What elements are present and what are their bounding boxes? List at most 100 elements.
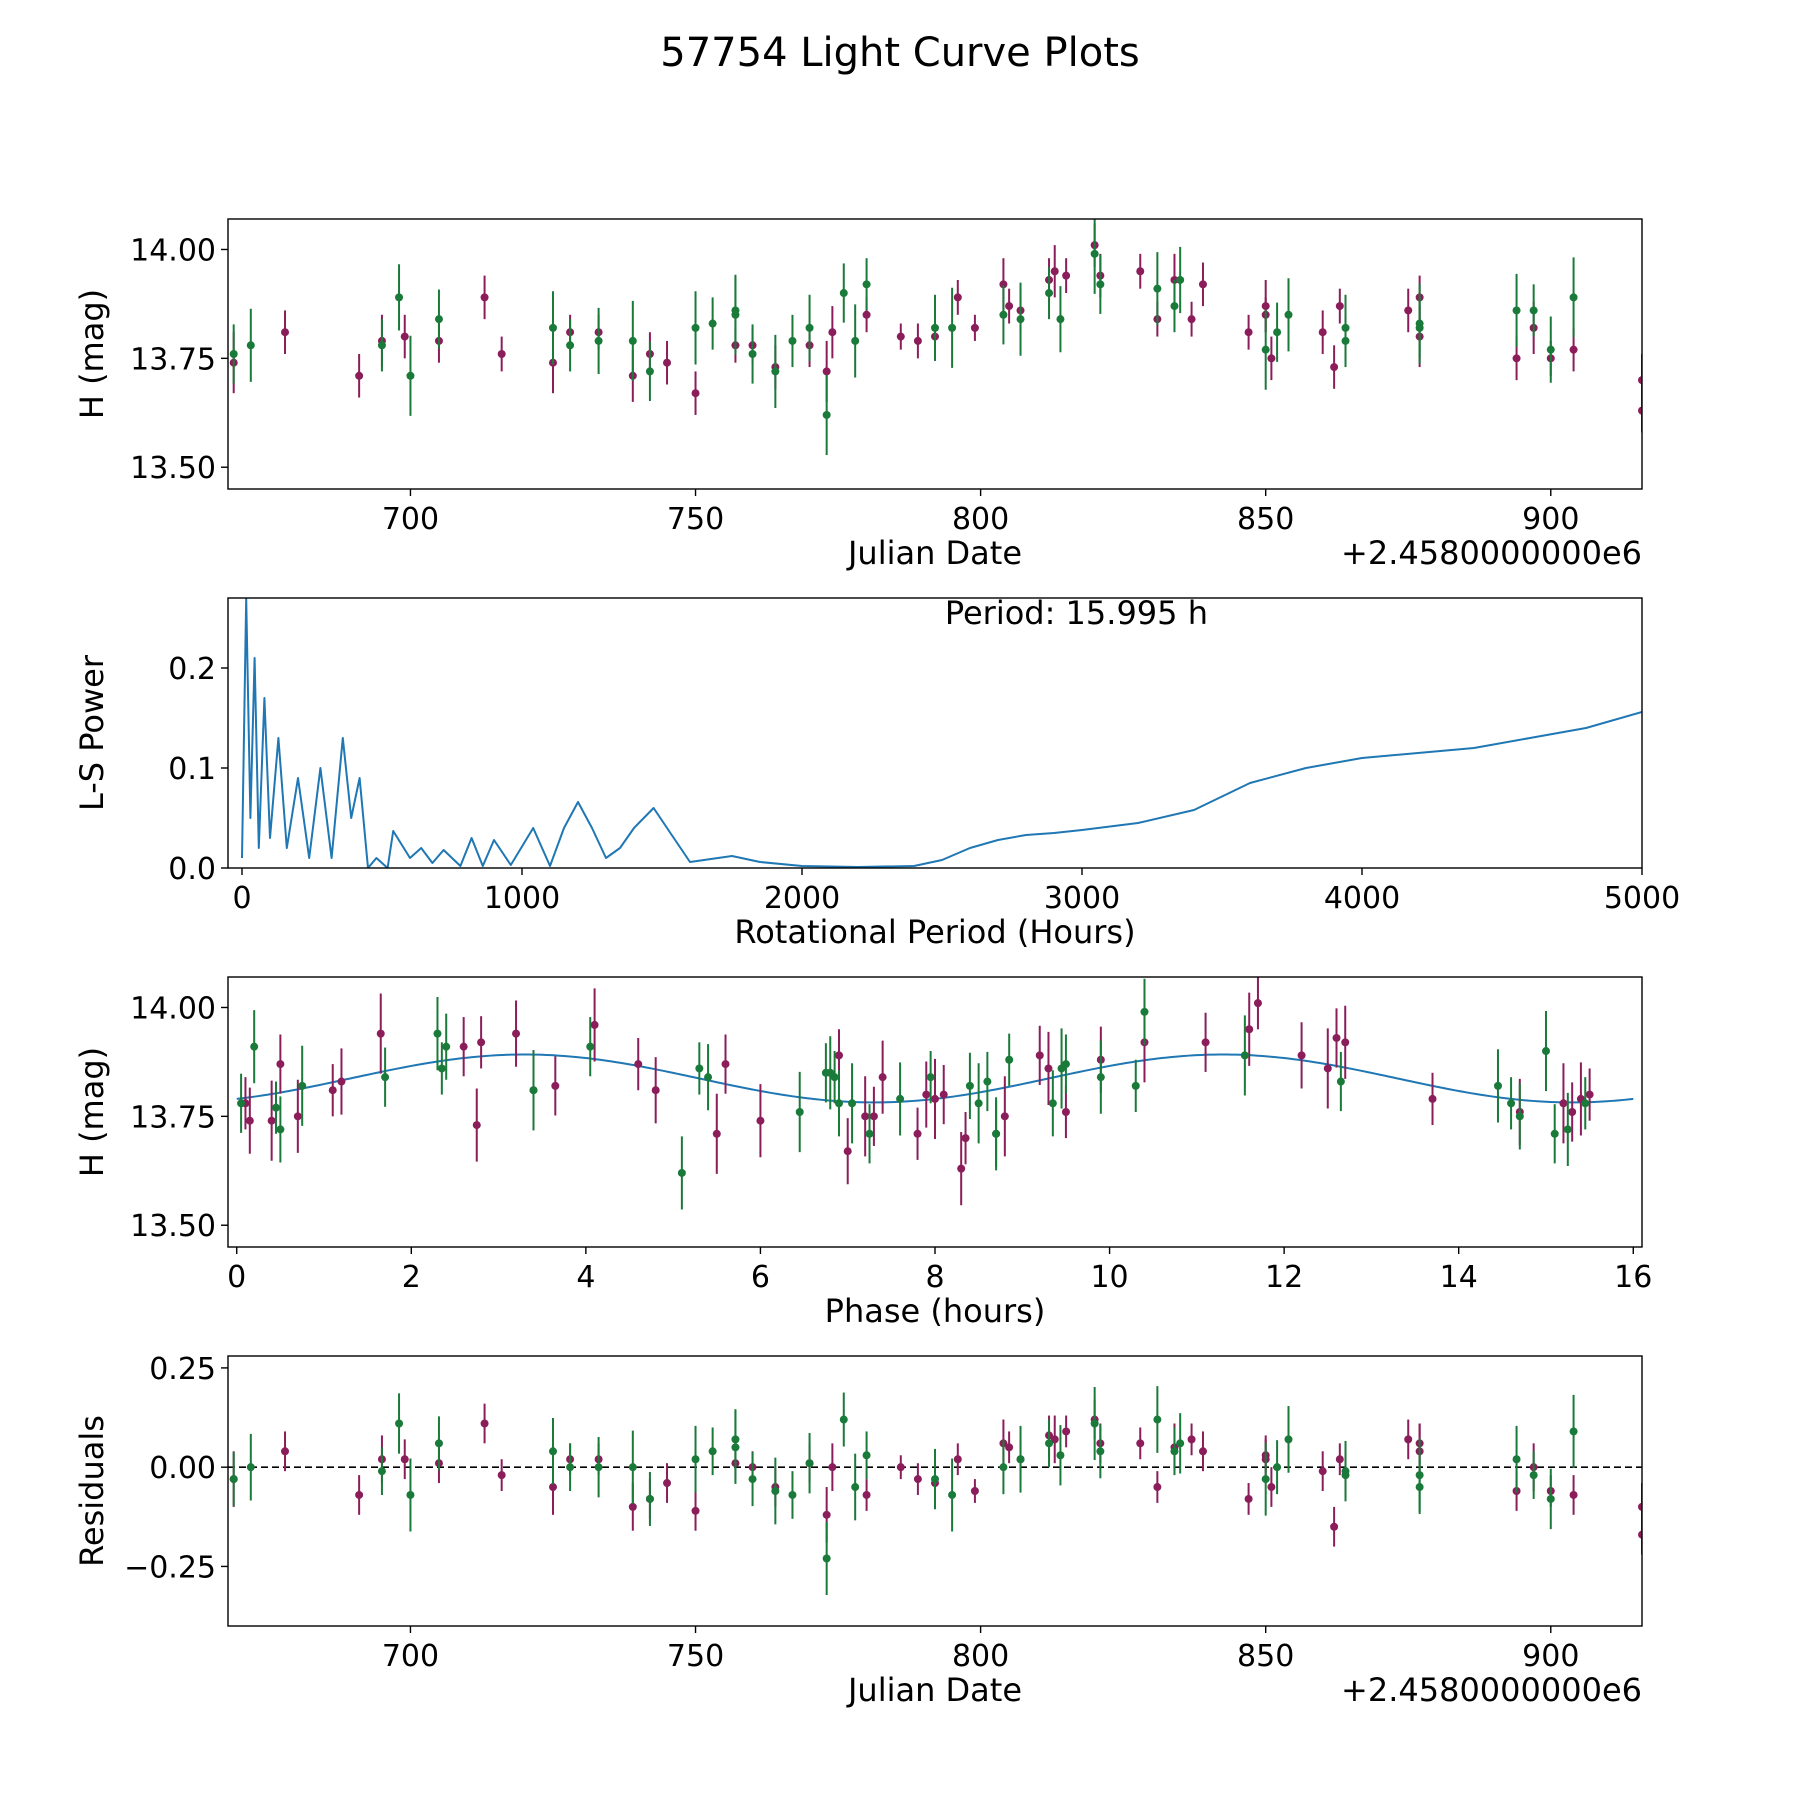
data-point xyxy=(1261,1475,1270,1484)
data-point xyxy=(1240,1051,1249,1060)
data-point xyxy=(237,1099,246,1108)
data-point xyxy=(1323,1064,1332,1073)
data-point xyxy=(926,1073,935,1082)
data-point xyxy=(999,280,1008,289)
data-point xyxy=(1569,1490,1578,1499)
data-point xyxy=(822,410,831,419)
data-point xyxy=(566,341,575,350)
x-axis-label: Julian Date xyxy=(846,1671,1022,1709)
data-point xyxy=(953,293,962,302)
data-point xyxy=(434,1439,443,1448)
data-point xyxy=(472,1121,481,1130)
x-tick-label: 700 xyxy=(382,502,439,537)
data-point xyxy=(851,336,860,345)
data-point xyxy=(437,1064,446,1073)
data-point xyxy=(1000,1112,1009,1121)
data-point xyxy=(1569,293,1578,302)
data-point xyxy=(1153,1483,1162,1492)
data-point xyxy=(1062,1427,1071,1436)
y-tick-label: 13.75 xyxy=(130,342,216,377)
data-point xyxy=(708,319,717,328)
data-point xyxy=(1035,1051,1044,1060)
x-tick-label: 14 xyxy=(1440,1260,1478,1295)
data-point xyxy=(246,1463,255,1472)
data-point xyxy=(586,1042,595,1051)
data-point xyxy=(1330,363,1339,372)
data-point xyxy=(1245,1025,1254,1034)
x-axis-label: Phase (hours) xyxy=(825,1292,1046,1330)
x-tick-label: 8 xyxy=(925,1260,944,1295)
data-point xyxy=(1415,1483,1424,1492)
data-point xyxy=(477,1038,486,1047)
y-tick-label: 0.2 xyxy=(168,652,216,687)
data-point xyxy=(843,1147,852,1156)
data-point xyxy=(865,1129,874,1138)
data-point xyxy=(594,1463,603,1472)
data-point xyxy=(1187,1435,1196,1444)
data-point xyxy=(948,1490,957,1499)
data-point xyxy=(1512,1455,1521,1464)
data-point xyxy=(663,358,672,367)
x-tick-label: 750 xyxy=(667,502,724,537)
data-point xyxy=(1140,1007,1149,1016)
data-point xyxy=(830,1073,839,1082)
x-axis-label: Julian Date xyxy=(846,534,1022,572)
data-point xyxy=(913,1129,922,1138)
data-point xyxy=(756,1116,765,1125)
data-point xyxy=(862,1490,871,1499)
x-tick-label: 16 xyxy=(1614,1260,1652,1295)
data-point xyxy=(805,323,814,332)
data-point xyxy=(1638,376,1642,385)
data-point xyxy=(1581,1099,1590,1108)
data-point xyxy=(1244,328,1253,337)
data-point xyxy=(395,293,404,302)
power-spectrum-line xyxy=(241,598,1642,868)
data-point xyxy=(1563,1125,1572,1134)
data-point xyxy=(1096,1073,1105,1082)
data-point xyxy=(272,1103,281,1112)
data-point xyxy=(731,310,740,319)
plot-area xyxy=(241,598,1642,868)
data-point xyxy=(795,1108,804,1116)
data-point xyxy=(645,1494,654,1503)
x-tick-label: 2000 xyxy=(764,881,840,916)
data-point xyxy=(281,328,290,337)
data-point xyxy=(1415,323,1424,332)
data-point xyxy=(788,1490,797,1499)
data-point xyxy=(1335,302,1344,311)
y-tick-label: −0.25 xyxy=(124,1550,216,1585)
data-point xyxy=(1005,1443,1014,1452)
data-point xyxy=(748,1475,757,1484)
data-point xyxy=(983,1077,992,1086)
data-point xyxy=(1201,1038,1210,1047)
plot-area xyxy=(236,977,1634,1210)
data-point xyxy=(1507,1099,1516,1108)
data-point xyxy=(590,1020,599,1029)
data-point xyxy=(400,332,409,341)
data-point xyxy=(862,310,871,319)
data-point xyxy=(896,1463,905,1472)
data-point xyxy=(913,336,922,345)
axes-frame xyxy=(227,1355,1643,1627)
data-point xyxy=(1136,1439,1145,1448)
data-point xyxy=(1062,271,1071,280)
data-point xyxy=(834,1099,843,1108)
data-point xyxy=(948,323,957,332)
data-point xyxy=(229,1475,238,1484)
chart-lightcurve: 700 750 800 850 900 13.50 13.75 14.00 Julian Dat… xyxy=(73,218,1643,572)
data-point xyxy=(1267,1483,1276,1492)
data-point xyxy=(896,1094,905,1103)
data-point xyxy=(861,1112,870,1121)
data-point xyxy=(1541,1047,1550,1056)
data-point xyxy=(355,371,364,380)
data-point xyxy=(1044,1064,1053,1073)
plot-area xyxy=(229,219,1642,456)
data-point xyxy=(276,1125,285,1134)
y-tick-label: 0.0 xyxy=(168,852,216,887)
data-point xyxy=(281,1447,290,1456)
data-point xyxy=(1136,267,1145,276)
data-point xyxy=(406,1490,415,1499)
data-point xyxy=(1153,284,1162,293)
y-tick-label: 14.00 xyxy=(130,233,216,268)
